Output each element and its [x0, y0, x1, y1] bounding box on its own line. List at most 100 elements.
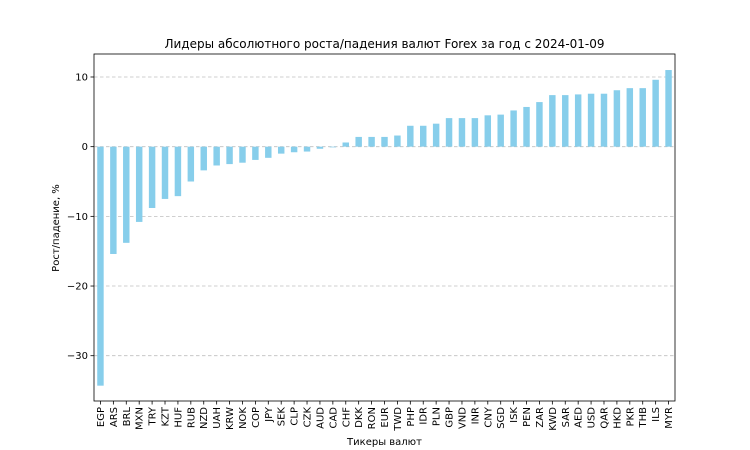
x-tick-label: UAH: [212, 407, 223, 429]
x-ticks: EGP ARS BRL MXN TRY KZT HUF RUB NZD UAH KRW NOK COP J…: [96, 401, 675, 432]
x-tick-label: CAD: [328, 407, 339, 429]
bar-jpy: [265, 146, 272, 158]
bar-idr: [420, 125, 427, 147]
bar-eur: [381, 136, 388, 147]
bar-mxn: [135, 146, 143, 222]
bar-rub: [187, 146, 195, 182]
x-tick-label: KZT: [161, 406, 172, 426]
y-tick-label: −30: [67, 351, 88, 362]
bar-sek: [277, 146, 285, 154]
x-tick-label: THB: [638, 407, 649, 429]
x-tick-label: TRY: [148, 406, 159, 426]
bar-cop: [252, 146, 259, 160]
bar-egp: [97, 146, 104, 386]
x-tick-label: GBP: [445, 407, 456, 428]
x-tick-label: KRW: [225, 407, 236, 430]
x-tick-label: EGP: [96, 407, 107, 427]
x-tick-label: SEK: [277, 407, 288, 427]
x-tick-label: SGD: [496, 407, 507, 429]
bar-clp: [290, 146, 298, 153]
bar-myr: [665, 70, 672, 147]
x-tick-label: CLP: [290, 407, 301, 426]
bar-usd: [587, 93, 595, 147]
x-tick-label: PKR: [625, 407, 636, 427]
x-tick-label: HKD: [612, 407, 623, 429]
x-tick-label: IDR: [419, 407, 430, 425]
x-tick-label: CHF: [341, 407, 352, 428]
y-ticks: 10 0 −10 −20 −30: [67, 72, 94, 362]
x-tick-label: ZAR: [535, 407, 546, 428]
x-tick-label: NZD: [199, 407, 210, 429]
y-tick-label: 10: [75, 72, 88, 83]
bar-zar: [536, 102, 543, 147]
x-tick-label: AED: [574, 407, 585, 428]
y-tick-label: 0: [82, 142, 88, 153]
bar-kzt: [161, 146, 169, 199]
bar-cny: [484, 115, 492, 147]
bar-vnd: [458, 118, 466, 147]
x-tick-label: PEN: [522, 407, 533, 427]
bar-thb: [639, 88, 646, 147]
bars: [97, 70, 672, 386]
bar-czk: [303, 146, 311, 152]
chart-title: Лидеры абсолютного роста/падения валют F…: [164, 37, 604, 51]
bar-hkd: [613, 90, 621, 147]
bar-inr: [471, 118, 479, 147]
x-tick-label: USD: [587, 407, 598, 429]
x-tick-label: ILS: [651, 407, 662, 422]
bar-pln: [432, 123, 440, 147]
x-tick-label: CZK: [303, 407, 314, 428]
bar-uah: [213, 146, 220, 166]
y-tick-label: −20: [67, 282, 88, 293]
x-tick-label: KWD: [548, 407, 559, 431]
x-tick-label: VND: [457, 407, 468, 429]
x-tick-label: INR: [470, 407, 481, 424]
bar-sar: [562, 95, 569, 147]
x-tick-label: EUR: [380, 407, 391, 428]
bar-chf: [342, 142, 349, 147]
bar-aud: [316, 146, 324, 149]
x-tick-label: ARS: [109, 407, 120, 427]
bar-dkk: [355, 136, 362, 147]
y-tick-label: −10: [67, 212, 88, 223]
bar-krw: [226, 146, 233, 165]
bar-php: [407, 125, 414, 147]
x-tick-label: COP: [251, 407, 262, 428]
bar-pen: [523, 106, 530, 147]
bar-aed: [574, 94, 582, 147]
bar-ron: [368, 136, 375, 147]
x-tick-label: MXN: [135, 407, 146, 430]
x-tick-label: AUD: [315, 407, 326, 429]
x-tick-label: HUF: [173, 407, 184, 428]
bar-nzd: [200, 146, 207, 171]
bar-try: [148, 146, 156, 208]
bar-brl: [123, 146, 130, 243]
x-tick-label: TWD: [393, 407, 404, 432]
x-tick-label: JPY: [264, 406, 275, 423]
x-tick-label: BRL: [122, 407, 133, 427]
x-tick-label: RON: [367, 407, 378, 429]
bar-ils: [652, 79, 659, 147]
x-tick-label: SAR: [561, 407, 572, 427]
x-tick-label: NOK: [238, 407, 249, 429]
x-tick-label: CNY: [483, 406, 494, 427]
y-axis-label: Рост/падение, %: [51, 184, 62, 272]
bar-ars: [110, 146, 117, 254]
bar-nok: [239, 146, 246, 163]
bar-gbp: [445, 118, 453, 147]
bar-kwd: [549, 95, 556, 147]
bar-pkr: [626, 88, 634, 147]
bar-isk: [510, 110, 517, 147]
x-tick-label: ISK: [509, 407, 520, 423]
x-tick-label: RUB: [186, 407, 197, 428]
bar-huf: [174, 146, 182, 197]
x-axis-label: Тикеры валют: [346, 437, 422, 448]
bar-twd: [394, 135, 401, 147]
bar-cad: [329, 146, 337, 148]
x-tick-label: DKK: [354, 407, 365, 428]
bar-qar: [600, 93, 608, 147]
x-tick-label: QAR: [599, 407, 610, 429]
x-tick-label: PHP: [406, 407, 417, 427]
